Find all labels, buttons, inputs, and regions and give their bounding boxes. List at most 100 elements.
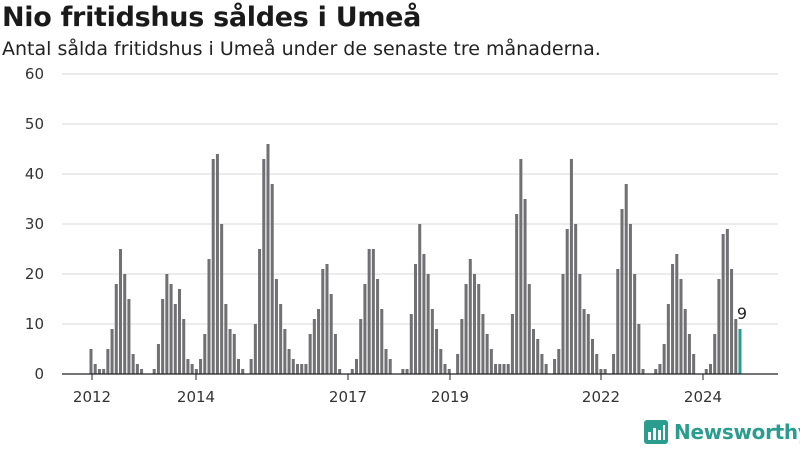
bar [262,159,266,374]
bar [628,224,632,374]
bar [249,359,253,374]
bar [152,369,156,374]
bar [502,364,506,374]
bar [236,359,241,374]
bar [464,284,468,374]
bar [97,369,101,374]
bar [405,369,409,374]
x-axis-labels: 2012 2014 2017 2019 2022 2024 [73,374,722,406]
bar [287,349,291,374]
x-tick-label: 2019 [431,388,469,406]
x-tick-label: 2012 [73,388,111,406]
bar [317,309,321,374]
bar [123,274,127,374]
bar [616,269,620,374]
x-tick-label: 2017 [329,388,367,406]
bar [224,304,228,374]
bar [308,334,312,374]
chart-subtitle: Antal sålda fritidshus i Umeå under de s… [2,38,601,60]
bar [354,359,359,374]
bar [274,279,278,374]
bar [325,264,329,374]
bar [553,359,557,374]
bar [127,299,131,374]
bar [283,329,287,374]
bar [506,364,510,374]
y-tick-label: 40 [25,165,44,183]
bar [321,269,325,374]
bar [443,364,447,374]
bar [578,274,582,374]
bar [447,369,451,374]
bar [536,339,540,374]
bar [540,354,544,374]
bar [624,184,628,374]
bar [409,314,413,374]
bar [586,314,590,374]
bar [384,349,388,374]
bar [734,319,738,374]
bar [304,364,308,374]
bar [131,354,135,374]
bar [156,344,160,374]
bar [481,314,485,374]
bar [477,284,481,374]
bar [713,334,717,374]
bar [118,249,123,374]
bar [730,269,734,374]
bar [662,344,666,374]
bar [329,294,333,374]
y-tick-label: 10 [25,315,44,333]
y-tick-label: 50 [25,115,44,133]
bar [106,349,110,374]
bar [531,329,536,374]
bar [135,364,139,374]
bar [675,254,679,374]
bar [561,274,565,374]
bar [173,304,177,374]
bar [494,364,498,374]
bar [194,369,198,374]
bar [704,369,708,374]
bar [165,274,169,374]
bar [338,369,342,374]
bar [637,324,641,374]
bar [190,364,194,374]
bar [687,334,691,374]
bar [565,229,569,374]
x-tick-label: 2024 [684,388,722,406]
bar [658,364,662,374]
newsworthy-chart-icon [644,420,668,444]
bar [582,309,586,374]
y-tick-label: 30 [25,215,44,233]
x-tick-label: 2022 [582,388,620,406]
bar [435,329,439,374]
logo-text: Newsworthy [674,420,800,444]
bar [350,369,354,374]
bar [266,144,270,374]
bar [228,329,232,374]
bar [367,249,371,374]
bar [413,264,418,374]
bar [295,364,300,374]
bar [641,369,645,374]
bar [422,254,426,374]
bar [241,369,245,374]
bar [679,279,683,374]
bar [388,359,392,374]
bar [253,324,257,374]
latest-value-label: 9 [737,304,747,323]
bar [182,319,186,374]
bar [114,284,118,374]
annotations: 9 [737,304,747,323]
bar [603,369,607,374]
bar [590,339,595,374]
bar [291,359,295,374]
bar [620,209,624,374]
bar [654,369,658,374]
y-tick-label: 0 [34,365,44,383]
bar [215,154,219,374]
bar [557,349,561,374]
newsworthy-logo[interactable]: Newsworthy [644,420,800,444]
